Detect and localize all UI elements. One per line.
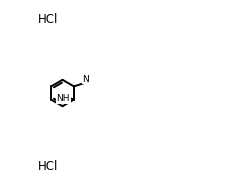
Text: N: N bbox=[82, 75, 89, 84]
Text: HCl: HCl bbox=[38, 160, 58, 173]
Text: NH: NH bbox=[57, 94, 70, 103]
Text: HCl: HCl bbox=[38, 13, 58, 26]
